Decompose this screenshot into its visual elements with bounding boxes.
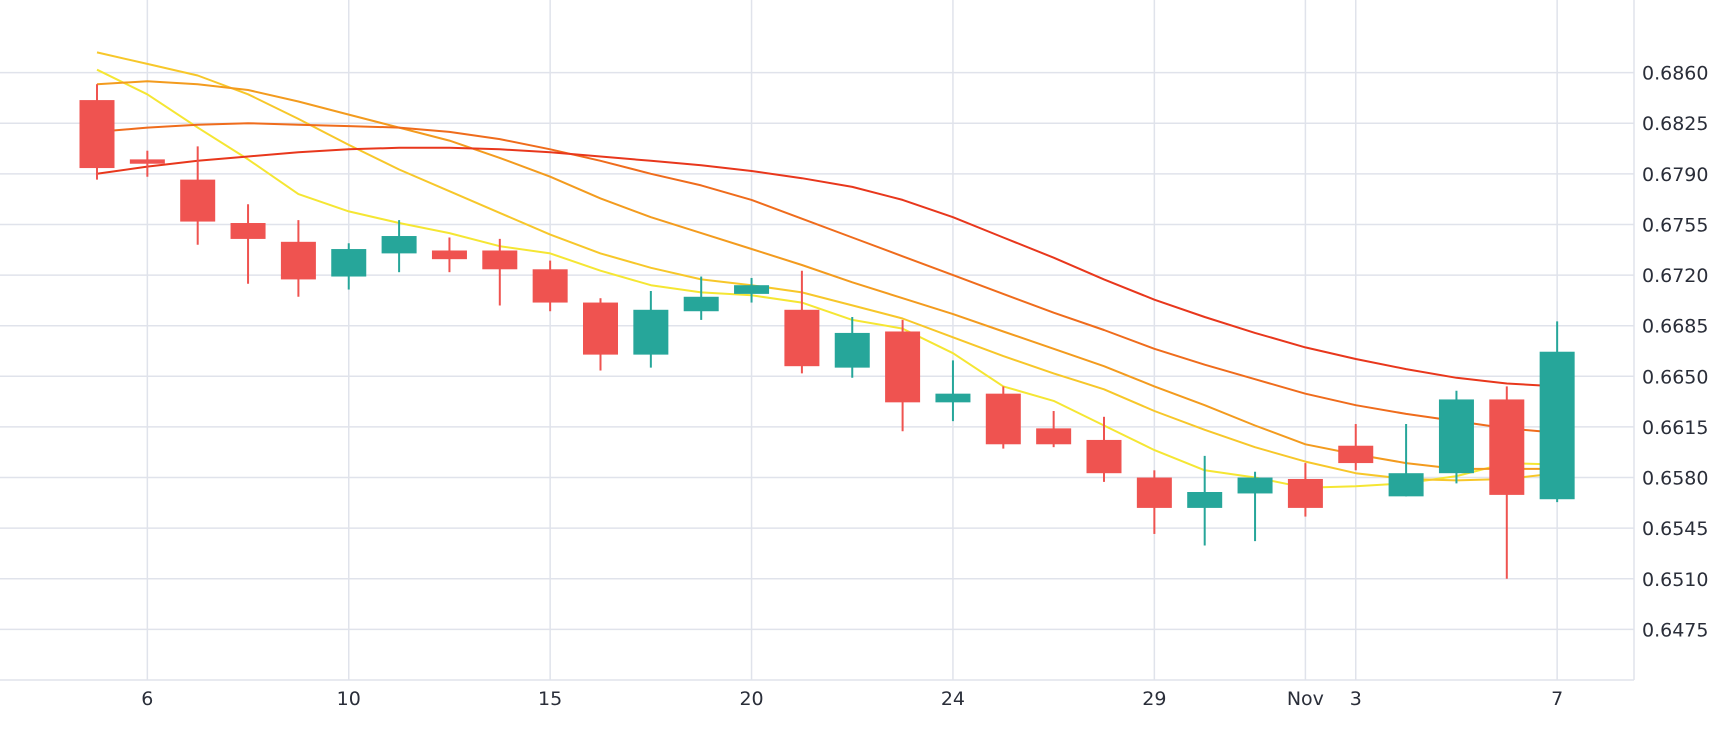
candle-body — [431, 250, 467, 260]
candle-body — [834, 332, 870, 368]
candle-body — [1287, 478, 1323, 508]
candle-body — [683, 296, 719, 312]
candle-down — [1086, 416, 1122, 482]
y-tick-label: 0.6755 — [1642, 214, 1708, 236]
candle-body — [885, 331, 921, 403]
candle-body — [734, 285, 770, 294]
y-tick-label: 0.6790 — [1642, 164, 1708, 186]
candle-body — [583, 302, 618, 355]
candle-body — [1338, 445, 1374, 464]
candle-down — [280, 220, 316, 297]
y-tick-label: 0.6860 — [1642, 63, 1708, 85]
y-tick-label: 0.6650 — [1642, 366, 1708, 388]
x-tick-label: Nov — [1287, 688, 1324, 710]
y-tick-label: 0.6580 — [1642, 468, 1708, 490]
candle-up — [1539, 321, 1575, 503]
candle-up — [1438, 390, 1474, 484]
candle-body — [1187, 492, 1223, 508]
candle-body — [1388, 473, 1424, 497]
candle-up — [1237, 471, 1273, 542]
moving-average-line-5 — [96, 146, 1558, 388]
candle-body — [129, 159, 165, 164]
candle-down — [1489, 386, 1525, 579]
candle-body — [1438, 399, 1474, 474]
moving-average-line-1 — [96, 68, 1558, 489]
x-tick-label: 7 — [1551, 688, 1563, 710]
candle-down — [1338, 424, 1374, 471]
candle-down — [1136, 470, 1172, 534]
candle-down — [230, 204, 266, 284]
candle-down — [1036, 411, 1072, 448]
candle-down — [482, 238, 518, 306]
moving-average-layer — [96, 51, 1558, 489]
candle-body — [1489, 399, 1525, 495]
candle-down — [885, 319, 921, 432]
candle-body — [280, 241, 316, 280]
x-tick-label: 24 — [941, 688, 965, 710]
candle-up — [834, 317, 870, 378]
candle-up — [1388, 424, 1424, 497]
candle-up — [633, 290, 669, 368]
x-tick-label: 3 — [1350, 688, 1362, 710]
x-tick-label: 29 — [1142, 688, 1166, 710]
candle-down — [180, 146, 216, 245]
candle-down — [129, 150, 165, 177]
candle-body — [381, 236, 417, 254]
candle-body — [1539, 351, 1575, 500]
candle-layer — [79, 84, 1575, 579]
y-tick-label: 0.6615 — [1642, 417, 1708, 439]
moving-average-line-4 — [96, 122, 1558, 434]
candle-down — [532, 260, 568, 312]
candle-body — [1136, 477, 1172, 508]
candle-body — [1086, 439, 1122, 474]
candle-up — [734, 277, 770, 303]
x-tick-label: 10 — [337, 688, 361, 710]
candle-up — [381, 220, 417, 273]
y-tick-label: 0.6510 — [1642, 569, 1708, 591]
x-tick-label: 15 — [538, 688, 562, 710]
candle-up — [331, 243, 367, 290]
axis-layer: 6 10 15 20 24 29 Nov 3 7 0.6860 0.6825 0.6790 0.6755… — [0, 0, 1708, 710]
x-tick-label: 20 — [739, 688, 763, 710]
candle-body — [935, 393, 971, 403]
candle-body — [180, 179, 216, 222]
candle-up — [683, 276, 719, 320]
candle-body — [79, 100, 115, 169]
y-tick-label: 0.6545 — [1642, 518, 1708, 540]
candle-down — [583, 298, 618, 371]
candle-body — [1036, 428, 1072, 445]
candle-body — [532, 269, 568, 303]
candle-body — [1237, 477, 1273, 494]
moving-average-line-2 — [96, 51, 1558, 482]
candle-body — [633, 309, 669, 355]
candle-body — [331, 249, 367, 277]
candle-down — [431, 237, 467, 273]
y-tick-label: 0.6685 — [1642, 316, 1708, 338]
candle-body — [784, 309, 820, 367]
y-tick-label: 0.6475 — [1642, 619, 1708, 641]
candle-down — [1287, 463, 1323, 517]
candle-down — [79, 84, 115, 180]
candle-body — [482, 250, 518, 270]
moving-average-line-3 — [96, 80, 1558, 470]
x-tick-label: 6 — [141, 688, 153, 710]
candle-down — [985, 386, 1021, 449]
candle-body — [230, 223, 266, 239]
candle-up — [1187, 455, 1223, 546]
candle-down — [784, 270, 820, 374]
y-tick-label: 0.6720 — [1642, 265, 1708, 287]
y-tick-label: 0.6825 — [1642, 113, 1708, 135]
candle-body — [985, 393, 1021, 445]
candle-up — [935, 360, 971, 422]
